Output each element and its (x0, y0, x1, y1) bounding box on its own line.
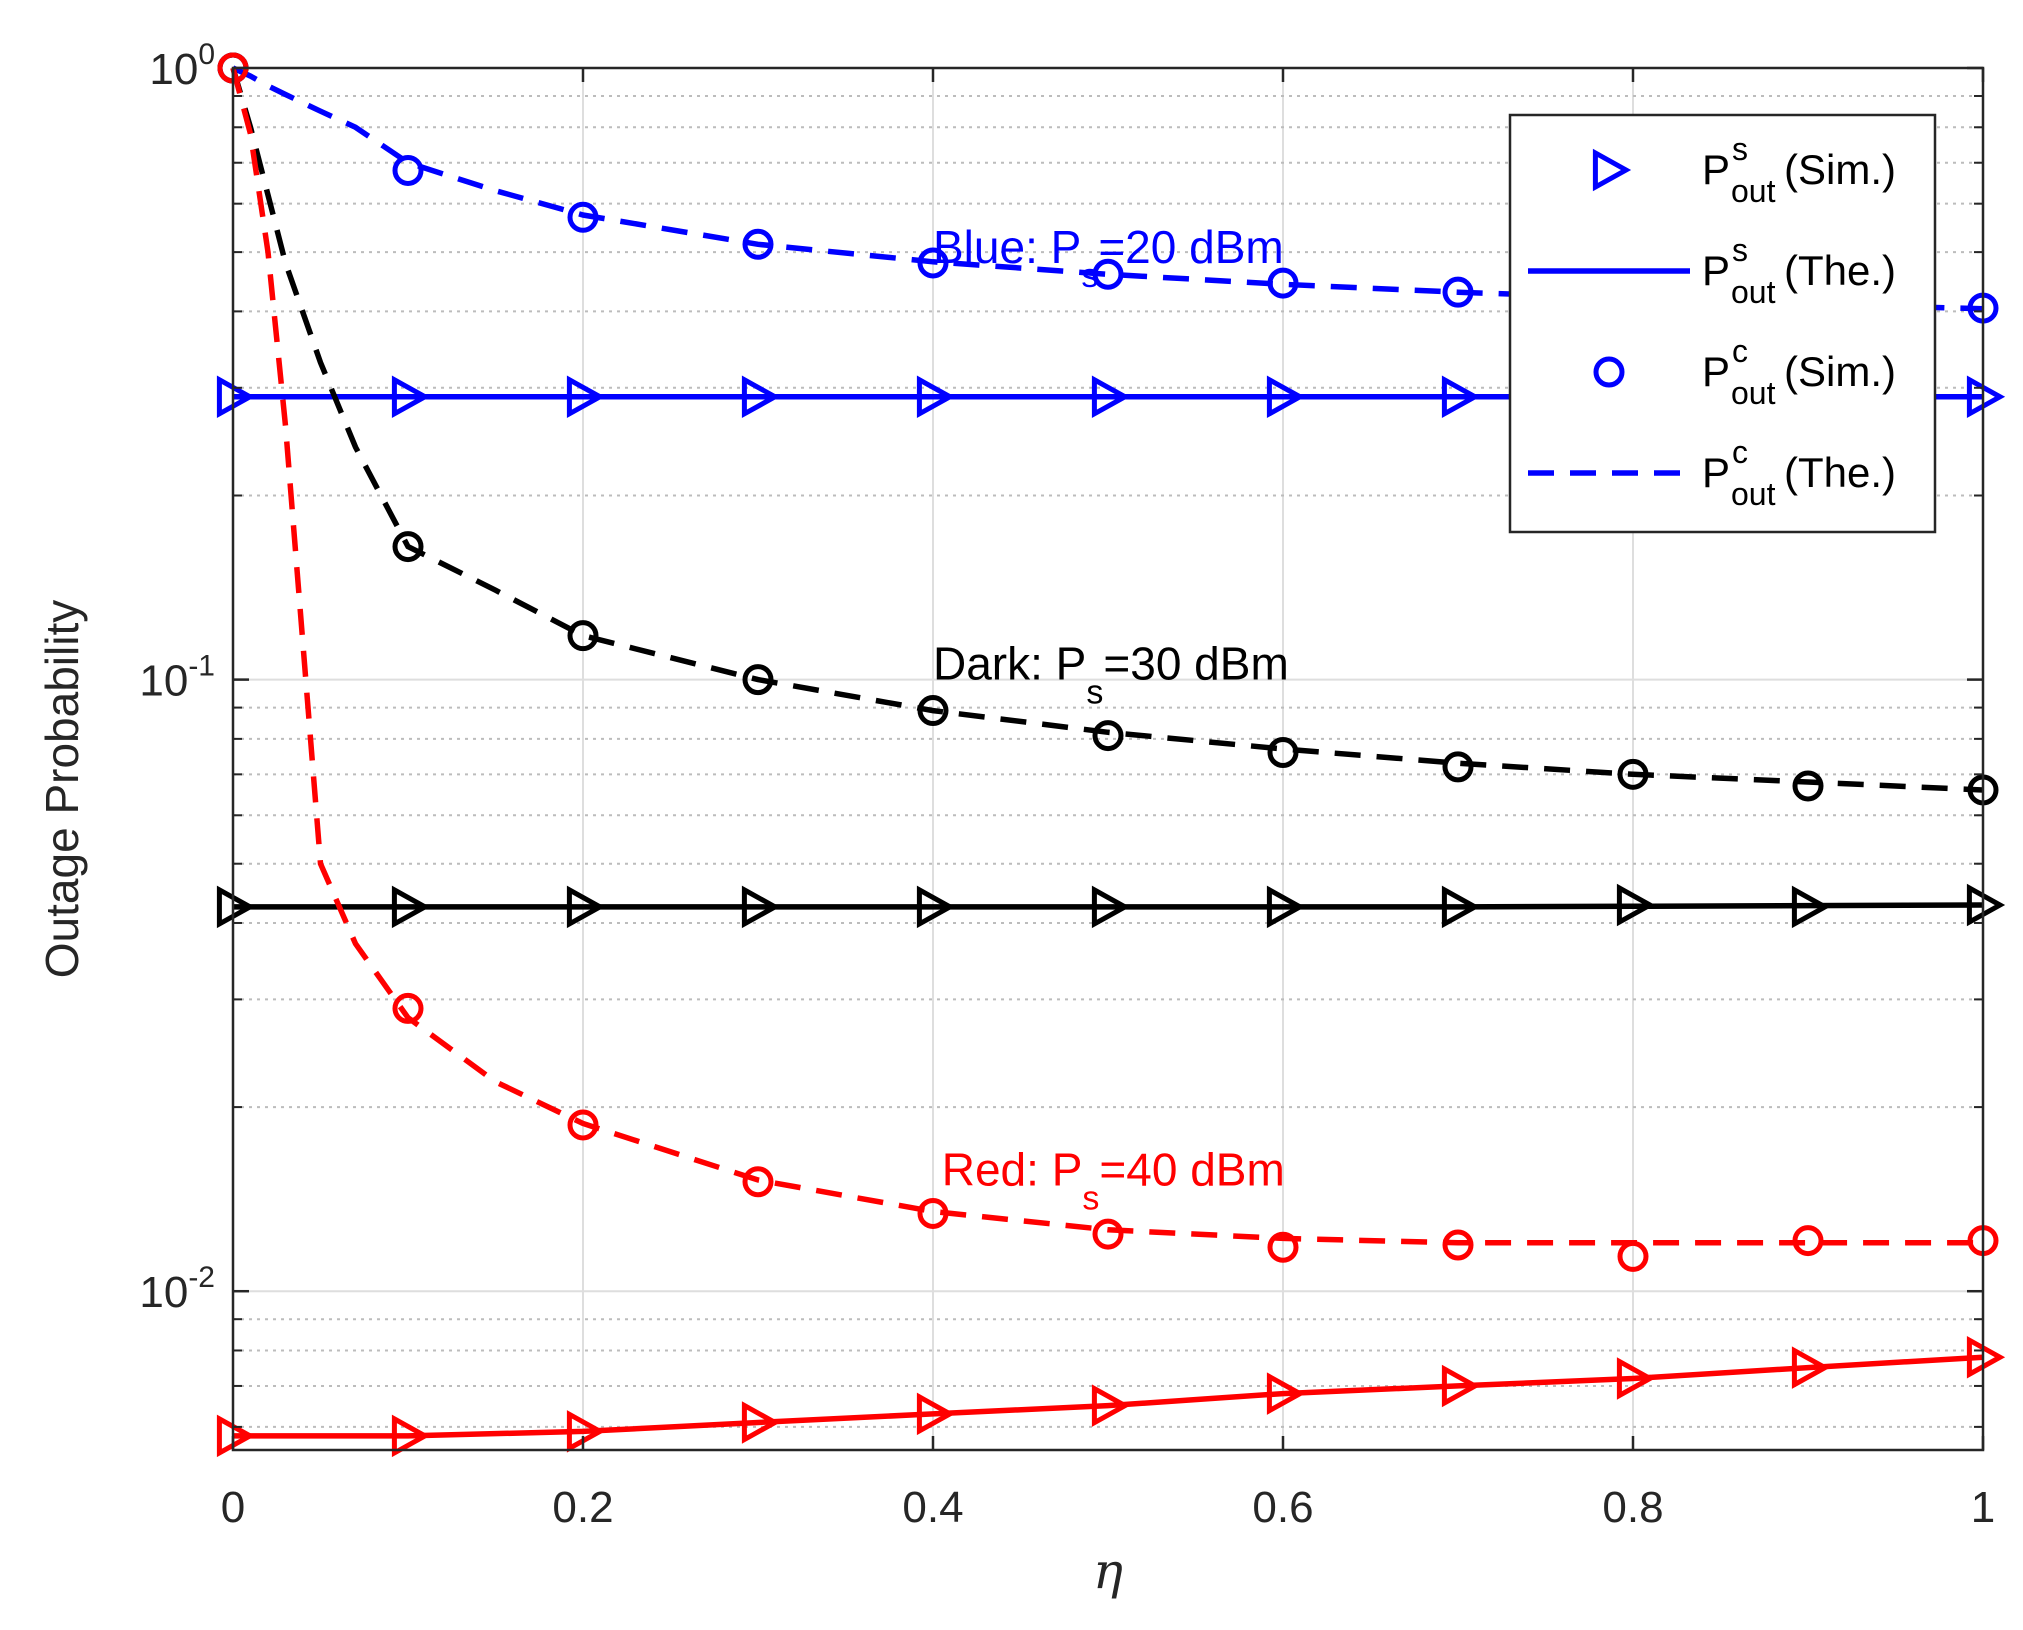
series-dark-pc-theory (230, 67, 1984, 793)
point-dark-ps-sim (1266, 885, 1306, 929)
point-blue-ps-sim (741, 375, 781, 419)
legend-label: P (1702, 247, 1730, 294)
point-red-pc-sim (1092, 1218, 1124, 1250)
point-dark-pc-sim (1267, 736, 1299, 768)
point-blue-ps-sim (1091, 375, 1131, 419)
point-red-pc-sim (1617, 1240, 1649, 1272)
point-red-ps-sim (1616, 1357, 1656, 1400)
point-dark-pc-sim (1092, 720, 1124, 752)
axis-ticks: 0 0.2 0.4 0.6 0.8 1 100 10-1 10-2 (139, 38, 1995, 1532)
point-dark-ps-sim (1441, 885, 1481, 929)
plot-frame (231, 66, 1985, 1452)
point-dark-pc-sim (1617, 758, 1649, 790)
point-dark-pc-sim (567, 620, 599, 652)
y-tick-label: 100 (149, 38, 215, 94)
series-group-red (216, 52, 2006, 1458)
legend-label-sup: s (1732, 131, 1748, 167)
legend-label-tail: (Sim.) (1784, 146, 1896, 193)
point-dark-pc-sim (392, 531, 424, 563)
point-blue-pc-sim (1442, 276, 1474, 308)
annotation-dark: Dark: Ps=30 dBm (933, 638, 1289, 712)
x-tick-label: 0.8 (1602, 1483, 1663, 1532)
point-dark-ps-sim (1966, 883, 2006, 927)
point-red-pc-sim (1442, 1229, 1474, 1261)
x-axis-label: η (1093, 1542, 1123, 1600)
point-red-ps-sim (1791, 1346, 1831, 1389)
point-red-ps-sim (1966, 1335, 2006, 1379)
point-dark-ps-sim (1091, 885, 1131, 929)
point-blue-pc-sim (742, 228, 774, 260)
point-red-ps-sim (741, 1401, 781, 1444)
legend-label-sub: out (1731, 274, 1776, 310)
legend-label-sub: out (1731, 375, 1776, 411)
legend-label-sub: out (1731, 476, 1776, 512)
point-red-pc-sim (742, 1166, 774, 1198)
point-dark-ps-sim (1791, 885, 1831, 929)
point-blue-pc-sim (917, 247, 949, 279)
x-tick-label: 0.2 (552, 1483, 613, 1532)
legend-label-tail: (The.) (1784, 247, 1896, 294)
point-red-pc-sim (392, 992, 424, 1024)
point-red-ps-sim (391, 1414, 431, 1458)
annotation-red: Red: Ps=40 dBm (942, 1143, 1285, 1217)
point-blue-ps-sim (1266, 375, 1306, 419)
legend-marker-triangle (1592, 148, 1632, 192)
legend-box (1508, 113, 1937, 534)
legend-label-tail: (Sim.) (1784, 348, 1896, 395)
legend-label: P (1702, 449, 1730, 496)
series-red-ps-theory (233, 1354, 1984, 1439)
x-tick-label: 0.6 (1252, 1483, 1313, 1532)
point-dark-ps-sim (216, 885, 256, 929)
point-red-pc-sim (567, 1109, 599, 1141)
point-blue-pc-sim (1267, 267, 1299, 299)
annotation-blue: Blue: Ps=20 dBm (933, 221, 1284, 295)
point-dark-pc-sim (1792, 770, 1824, 802)
point-blue-ps-sim (391, 375, 431, 419)
legend-marker-circle (1593, 356, 1625, 388)
point-red-ps-sim (1091, 1384, 1131, 1427)
series-group-dark (216, 52, 2006, 929)
point-red-ps-sim (566, 1410, 606, 1453)
point-dark-ps-sim (566, 885, 606, 929)
legend-label-sub: out (1731, 173, 1776, 209)
point-dark-ps-sim (741, 885, 781, 929)
legend-label: P (1702, 348, 1730, 395)
legend-label-sup: c (1732, 333, 1748, 369)
legend-label-tail: (The.) (1784, 449, 1896, 496)
annotations: Blue: Ps=20 dBm Dark: Ps=30 dBm Red: Ps=40… (933, 221, 1289, 1217)
point-blue-ps-sim (1966, 375, 2006, 419)
point-blue-pc-sim (392, 154, 424, 186)
y-tick-label: 10-1 (139, 650, 215, 706)
y-axis-label: Outage Probability (36, 600, 88, 978)
point-red-ps-sim (1266, 1372, 1306, 1415)
point-red-ps-sim (1441, 1364, 1481, 1408)
point-blue-ps-sim (916, 375, 956, 419)
series-dark-ps-theory (233, 902, 1984, 910)
legend-label-sup: s (1732, 232, 1748, 268)
point-dark-ps-sim (391, 885, 431, 929)
x-tick-label: 1 (1971, 1483, 1995, 1532)
legend-label-sup: c (1732, 434, 1748, 470)
point-red-pc-sim (1792, 1225, 1824, 1257)
point-red-pc-sim (917, 1197, 949, 1229)
y-tick-label: 10-2 (139, 1261, 215, 1317)
point-blue-pc-sim (567, 201, 599, 233)
point-dark-pc-sim (917, 695, 949, 727)
point-dark-pc-sim (1442, 751, 1474, 783)
point-red-ps-sim (916, 1392, 956, 1436)
point-dark-ps-sim (1616, 883, 1656, 927)
point-red-pc-sim (1267, 1231, 1299, 1263)
x-tick-label: 0 (221, 1483, 245, 1532)
legend-label: P (1702, 146, 1730, 193)
point-dark-ps-sim (916, 885, 956, 929)
point-blue-pc-sim (1092, 258, 1124, 290)
point-dark-pc-sim (742, 664, 774, 696)
series-red-pc-theory (230, 67, 1983, 1246)
point-blue-ps-sim (1441, 375, 1481, 419)
point-blue-ps-sim (566, 375, 606, 419)
x-tick-label: 0.4 (902, 1483, 963, 1532)
